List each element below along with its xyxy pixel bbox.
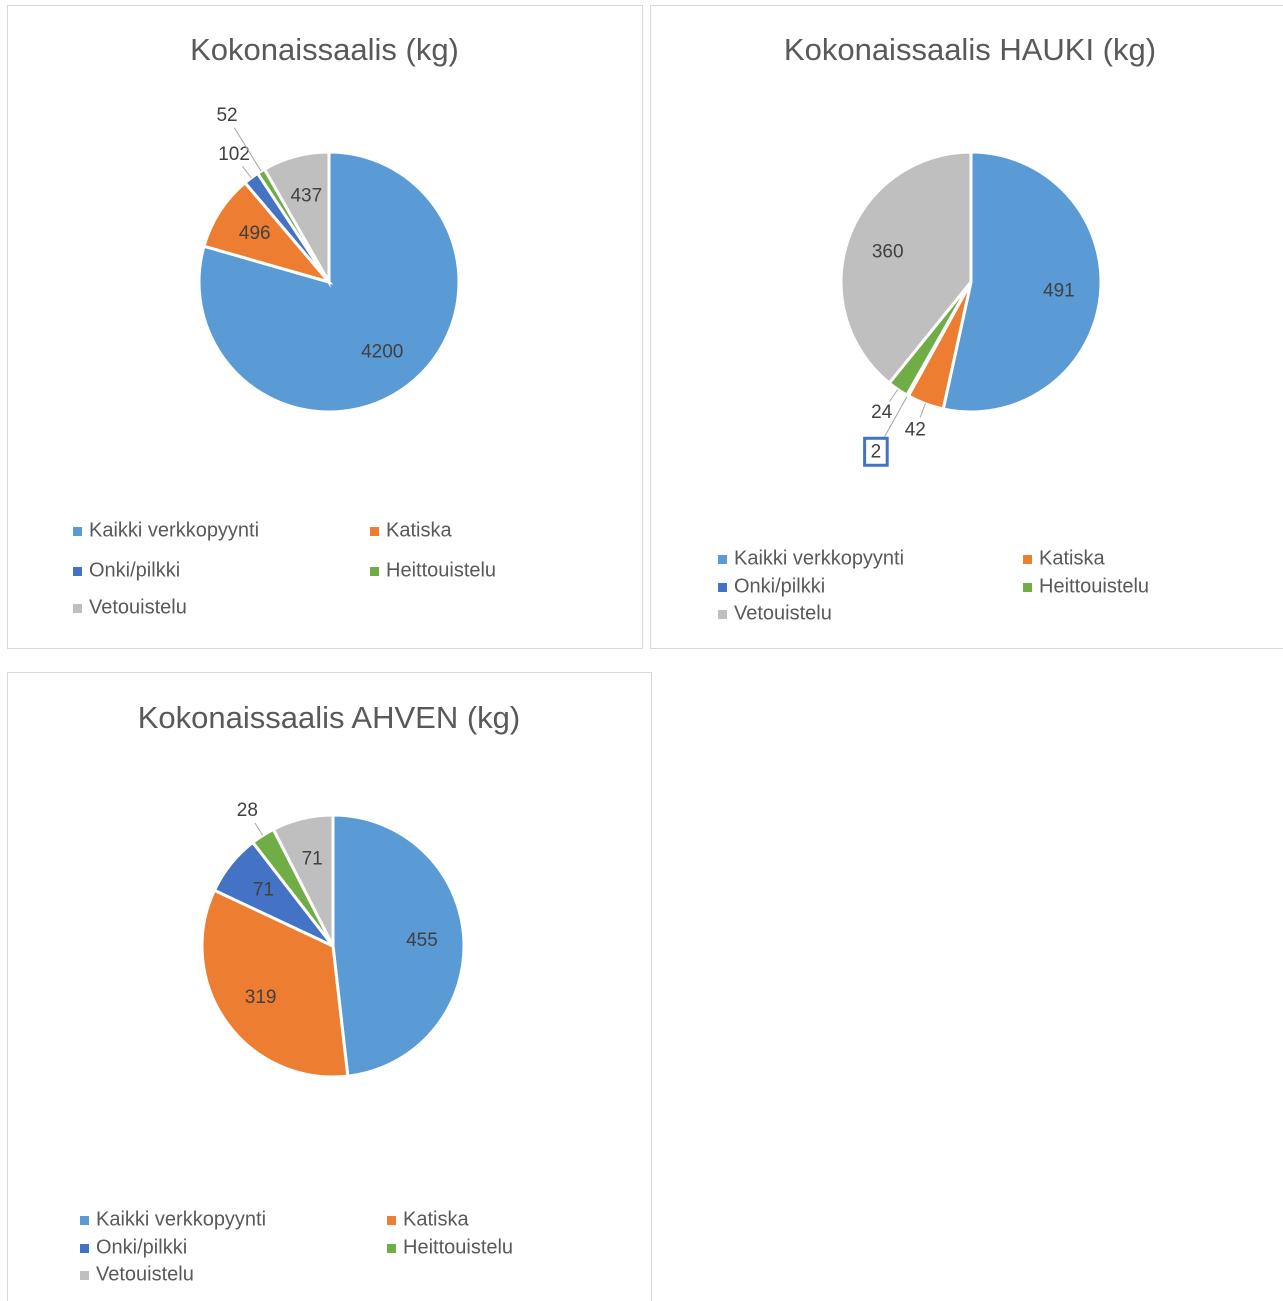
legend-label: Katiska [403,1208,469,1230]
data-label: 491 [1043,281,1075,302]
legend-label: Vetouistelu [96,1263,194,1285]
data-label: 102 [218,144,250,165]
legend-label: Heittouistelu [403,1236,513,1258]
legend-swatch [370,527,379,536]
legend-swatch [718,583,727,592]
legend-label: Kaikki verkkopyynti [734,547,904,569]
leader-line [242,165,252,179]
legend-swatch [73,567,82,576]
data-label: 71 [253,879,274,900]
legend-swatch [80,1216,89,1225]
data-label: 437 [290,186,322,207]
legend-swatch [1023,555,1032,564]
chart-title: Kokonaissaalis AHVEN (kg) [138,700,521,735]
data-label: 4200 [361,342,403,363]
leader-line [233,127,262,172]
chart-title: Kokonaissaalis (kg) [190,32,459,67]
leader-line [254,822,264,836]
pie-slice [262,150,331,288]
data-label: 455 [406,930,438,951]
data-label: 52 [216,105,237,126]
data-label: 496 [239,223,271,244]
pie-slice [197,150,461,414]
legend-swatch [73,527,82,536]
legend-swatch [370,567,379,576]
data-label: 319 [245,987,277,1008]
legend-label: Kaikki verkkopyynti [96,1208,266,1230]
legend-swatch [80,1271,89,1280]
data-label: 360 [872,242,904,263]
leader-line [882,395,909,441]
legend-label: Onki/pilkki [96,1236,187,1258]
legend-label: Onki/pilkki [734,575,825,597]
legend-swatch [718,555,727,564]
selection-box [863,436,889,467]
data-label: 28 [237,800,258,821]
data-label: 42 [905,420,926,441]
data-label: 71 [302,848,323,869]
pie-slice [271,813,335,947]
legend-swatch [718,610,727,619]
legend-label: Heittouistelu [386,559,496,581]
legend-label: Katiska [386,519,452,541]
legend-label: Vetouistelu [734,602,832,624]
pie-slice [941,150,1103,414]
legend-swatch [387,1216,396,1225]
pie-slice [839,150,973,386]
legend-swatch [1023,583,1032,592]
chart-title: Kokonaissaalis HAUKI (kg) [784,32,1156,67]
data-label: 2 [871,441,882,462]
leader-line [889,389,899,402]
legend-swatch [387,1244,396,1253]
legend-label: Onki/pilkki [89,559,180,581]
legend-swatch [80,1244,89,1253]
legend-label: Heittouistelu [1039,575,1149,597]
pie-slice [331,813,466,1078]
leader-line [919,403,926,418]
legend-swatch [73,604,82,613]
legend-label: Katiska [1039,547,1105,569]
data-label: 24 [871,402,893,423]
legend-label: Kaikki verkkopyynti [89,519,259,541]
legend-label: Vetouistelu [89,596,187,618]
